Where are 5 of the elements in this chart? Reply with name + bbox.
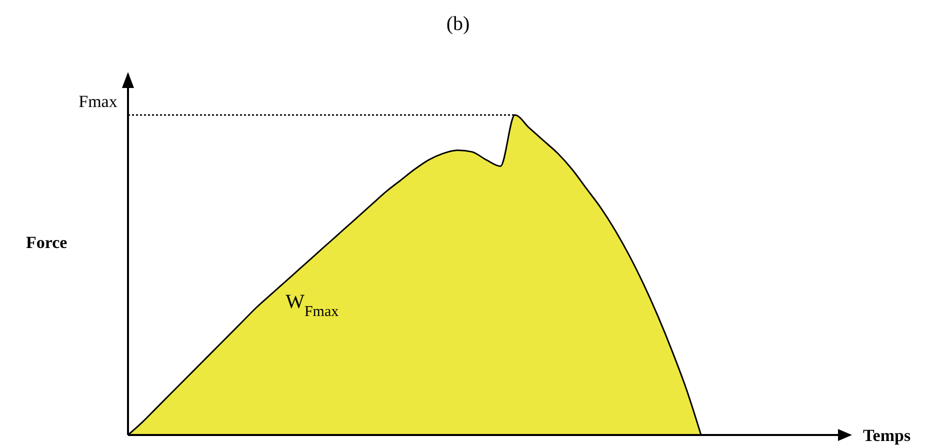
chart-title: (b) [446, 13, 470, 35]
x-axis-title: Temps [863, 426, 911, 445]
ref-line-label: Fmax [78, 92, 118, 111]
y-axis-title: Force [26, 233, 68, 252]
annotation: W$_{Fmax}$ [286, 291, 340, 320]
